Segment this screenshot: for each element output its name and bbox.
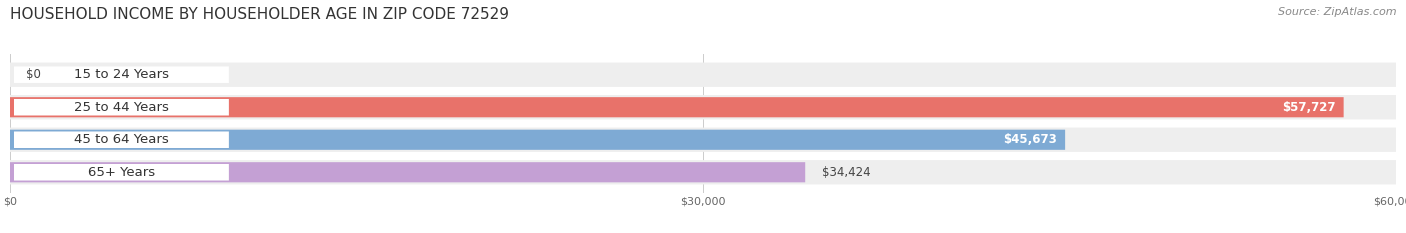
FancyBboxPatch shape [10,62,1396,87]
Text: $0: $0 [27,68,41,81]
FancyBboxPatch shape [14,66,229,83]
FancyBboxPatch shape [10,97,1344,117]
FancyBboxPatch shape [10,130,1066,150]
FancyBboxPatch shape [14,131,229,148]
Text: 15 to 24 Years: 15 to 24 Years [75,68,169,81]
Text: $34,424: $34,424 [823,166,870,179]
FancyBboxPatch shape [10,162,806,182]
Text: 45 to 64 Years: 45 to 64 Years [75,133,169,146]
Text: $45,673: $45,673 [1002,133,1057,146]
FancyBboxPatch shape [10,127,1396,152]
Text: HOUSEHOLD INCOME BY HOUSEHOLDER AGE IN ZIP CODE 72529: HOUSEHOLD INCOME BY HOUSEHOLDER AGE IN Z… [10,7,509,22]
FancyBboxPatch shape [10,95,1396,120]
FancyBboxPatch shape [14,164,229,181]
Text: 65+ Years: 65+ Years [89,166,155,179]
Text: $57,727: $57,727 [1282,101,1336,114]
Text: Source: ZipAtlas.com: Source: ZipAtlas.com [1278,7,1396,17]
FancyBboxPatch shape [10,160,1396,185]
FancyBboxPatch shape [14,99,229,116]
Text: 25 to 44 Years: 25 to 44 Years [75,101,169,114]
